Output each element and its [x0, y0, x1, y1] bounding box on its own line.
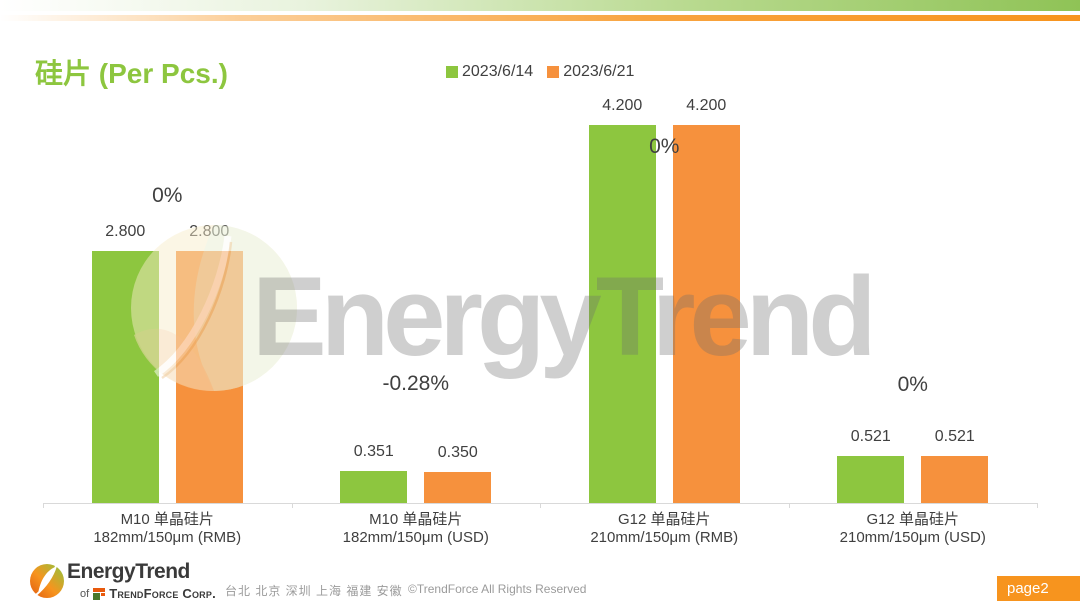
category-label-line2: 210mm/150μm (USD) [839, 529, 986, 546]
category-label-line1: G12 单晶硅片 [866, 511, 960, 528]
category-label-line2: 210mm/150μm (RMB) [590, 529, 739, 546]
footer-copyright: ©TrendForce All Rights Reserved [408, 582, 587, 596]
page-title: 硅片 (Per Pcs.) [35, 58, 228, 89]
top-orange-gradient-rule [0, 15, 1080, 21]
legend-label: 2023/6/21 [563, 63, 635, 80]
bar-2023-6-21-cat4 [921, 456, 989, 503]
bar-2023-6-14-cat1 [91, 251, 159, 503]
bar-2023-6-21-cat1 [175, 251, 243, 503]
bar-value-label: 2.800 [189, 223, 230, 240]
category-label: M10 单晶硅片 182mm/150μm (USD) [293, 511, 539, 547]
legend-swatch-icon [547, 66, 560, 78]
bar-2023-6-14-cat2 [340, 471, 408, 503]
bar-value-label: 4.200 [686, 97, 727, 114]
bar-2023-6-14-cat4 [837, 456, 905, 503]
x-axis-tick [292, 503, 293, 508]
category-label-line1: M10 单晶硅片 [120, 511, 214, 528]
category-label: G12 单晶硅片 210mm/150μm (USD) [790, 511, 1036, 547]
footer-logo-subline: of TrendForce Corp. [80, 586, 216, 601]
x-axis-tick [789, 503, 790, 508]
page-number-badge: page2 [997, 576, 1080, 601]
bar-2023-6-21-cat3 [672, 125, 740, 503]
trendforce-logo-icon [93, 587, 106, 600]
category-label-line2: 182mm/150μm (RMB) [93, 529, 242, 546]
category-label: G12 单晶硅片 210mm/150μm (RMB) [541, 511, 787, 547]
legend-swatch-icon [446, 66, 458, 78]
category-label: M10 单晶硅片 182mm/150μm (RMB) [44, 511, 290, 547]
footer-logo-wordmark: EnergyTrend [67, 560, 190, 583]
bar-2023-6-14-cat3 [588, 125, 656, 503]
top-green-gradient-band [0, 0, 1080, 11]
x-axis-tick [1037, 503, 1038, 508]
footer-cities-text: 台北 北京 深圳 上海 福建 安徽 [225, 584, 403, 598]
bar-value-label: 0.351 [353, 443, 394, 460]
change-percent-label: 0% [152, 184, 183, 207]
legend-item-2023-6-21: 2023/6/21 [547, 63, 634, 81]
trendforce-corp-label: TrendForce Corp. [109, 586, 216, 601]
bar-value-label: 0.521 [850, 428, 891, 445]
bar-value-label: 4.200 [602, 97, 643, 114]
legend-label: 2023/6/14 [462, 63, 534, 80]
energytrend-logo-icon [30, 564, 64, 598]
category-label-line1: G12 单晶硅片 [617, 511, 711, 528]
change-percent-label: 0% [649, 135, 680, 158]
bar-value-label: 2.800 [105, 223, 146, 240]
bar-2023-6-21-cat2 [424, 472, 492, 503]
footer-of-label: of [80, 587, 90, 600]
change-percent-label: 0% [897, 373, 928, 396]
change-percent-label: -0.28% [382, 372, 450, 395]
legend-item-2023-6-14: 2023/6/14 [446, 63, 533, 81]
bar-value-label: 0.350 [437, 444, 478, 461]
category-label-line1: M10 单晶硅片 [369, 511, 463, 528]
bar-value-label: 0.521 [934, 428, 975, 445]
chart-legend: 2023/6/14 2023/6/21 [446, 63, 634, 81]
x-axis-tick [43, 503, 44, 508]
category-label-line2: 182mm/150μm (USD) [342, 529, 489, 546]
x-axis-tick [540, 503, 541, 508]
